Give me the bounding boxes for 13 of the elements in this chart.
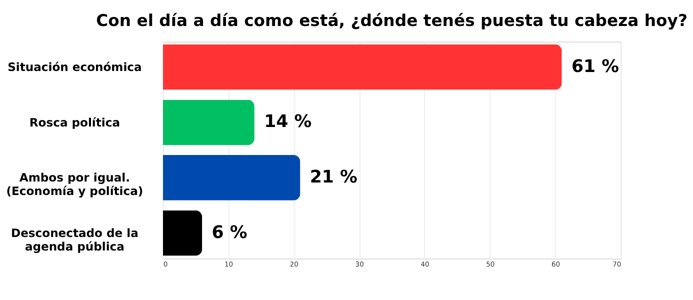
y-tick-label: Rosca política [29, 115, 120, 130]
y-tick-label: Desconectado de la agenda pública [11, 226, 138, 254]
data-label: 61 % [571, 56, 620, 77]
y-tick-label: Ambos por igual. (Economía y política) [6, 170, 144, 198]
data-label: 6 % [212, 222, 248, 243]
bar [162, 100, 254, 146]
chart-title: Con el día a día como está, ¿dónde tenés puesta tu cabeza hoy? [96, 11, 688, 30]
bar [162, 155, 300, 200]
bar [162, 44, 562, 90]
y-tick-label: Situación económica [8, 60, 142, 74]
data-label: 14 % [264, 112, 312, 132]
bar [162, 210, 202, 256]
data-label: 21 % [310, 168, 358, 188]
